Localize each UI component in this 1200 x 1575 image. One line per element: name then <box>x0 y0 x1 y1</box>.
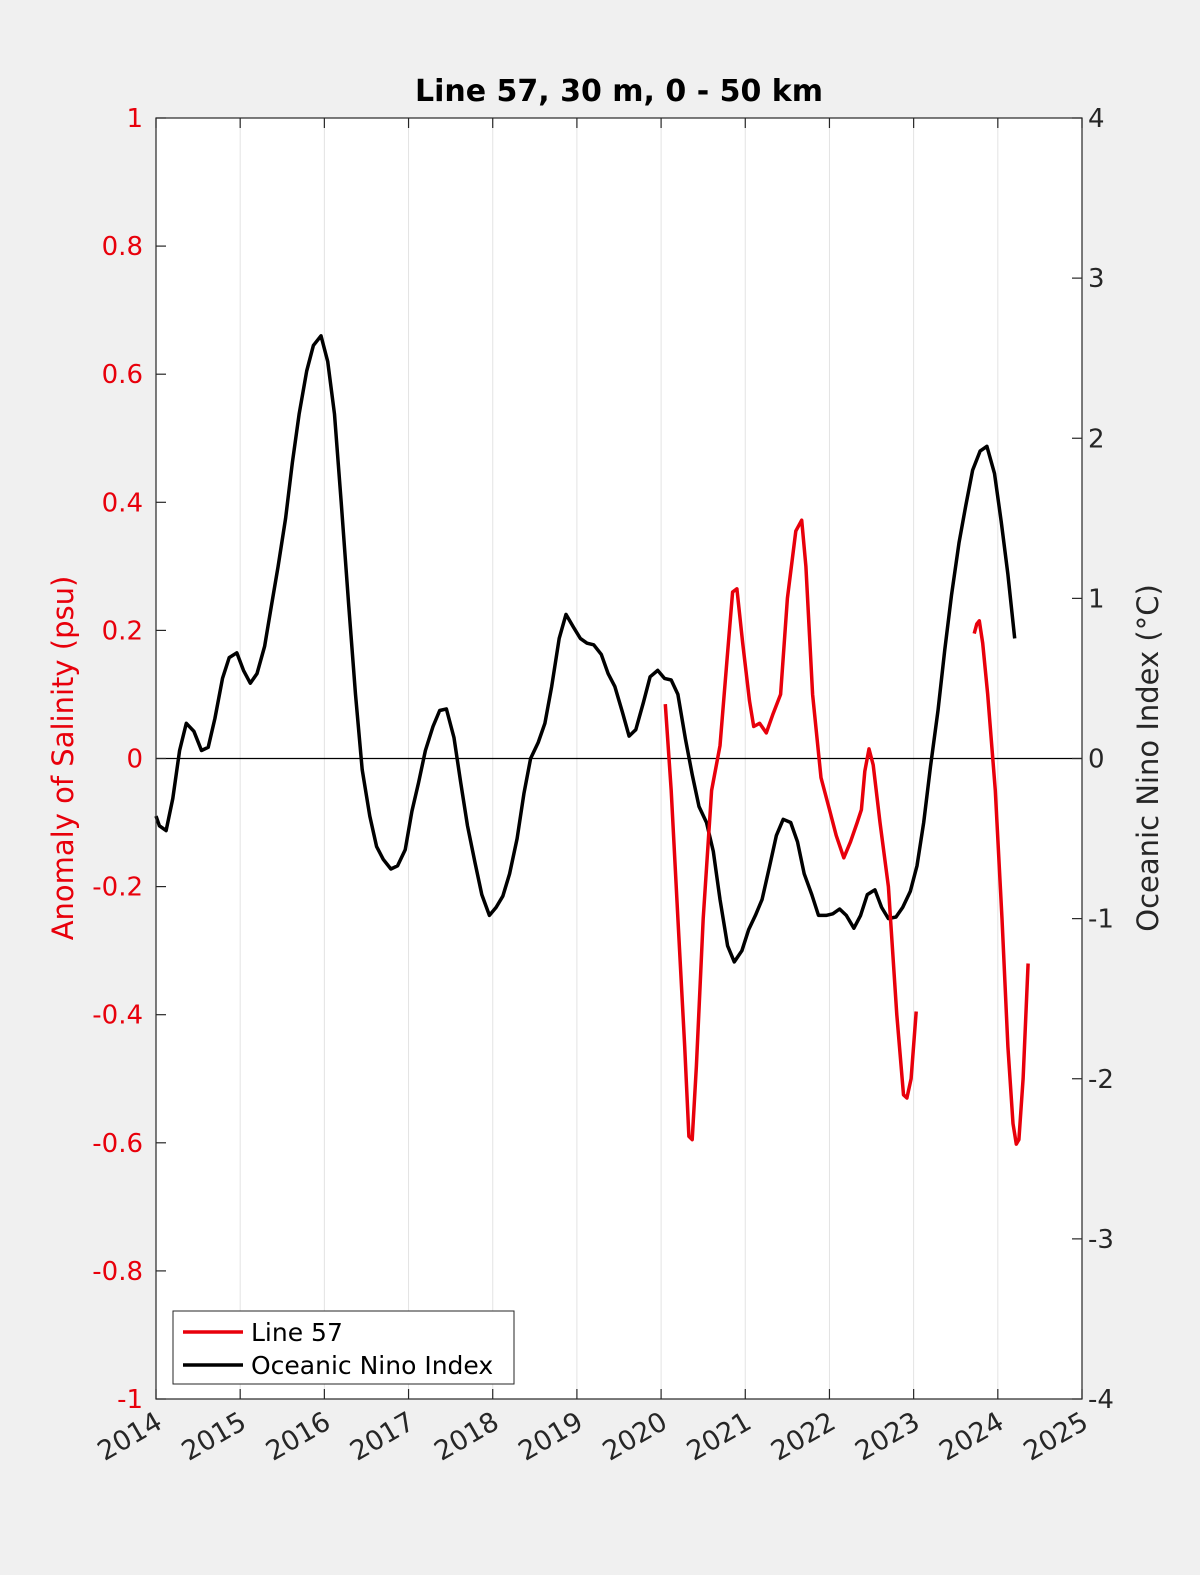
y-tick-label-right: 2 <box>1088 424 1105 454</box>
y-tick-label-right: 4 <box>1088 104 1105 134</box>
y-tick-label-right: 0 <box>1088 745 1105 775</box>
y-tick-label-left: 0.8 <box>102 232 143 262</box>
legend-label-line57: Line 57 <box>251 1318 343 1347</box>
series-line-oceanic-nino-index <box>154 334 1017 964</box>
y-tick-label-left: -0.8 <box>92 1257 143 1287</box>
y-tick-label-right: -4 <box>1088 1385 1114 1415</box>
y-tick-label-left: 0.2 <box>102 616 143 646</box>
y-tick-label-left: -0.4 <box>92 1001 143 1031</box>
chart-title: Line 57, 30 m, 0 - 50 km <box>415 74 823 109</box>
y-axis-label-right: Oceanic Nino Index (°C) <box>1131 584 1165 932</box>
series-line-line-57-segment-1 <box>663 518 918 1142</box>
series-layer <box>154 334 1030 1146</box>
y-tick-label-left: 0.6 <box>102 360 143 390</box>
y-tick-label-right: 1 <box>1088 584 1105 614</box>
legend: Line 57 Oceanic Nino Index <box>172 1310 515 1385</box>
y-tick-label-right: -2 <box>1088 1065 1114 1095</box>
y-axis-label-left: Anomaly of Salinity (psu) <box>46 576 80 941</box>
y-tick-label-left: -0.6 <box>92 1129 143 1159</box>
legend-box <box>172 1310 515 1385</box>
legend-label-oni: Oceanic Nino Index <box>251 1351 493 1380</box>
y-tick-label-right: 3 <box>1088 264 1105 294</box>
y-tick-label-left: 0.4 <box>102 488 143 518</box>
y-tick-label-right: -3 <box>1088 1225 1114 1255</box>
y-tick-label-right: -1 <box>1088 905 1114 935</box>
y-tick-label-left: -0.2 <box>92 873 143 903</box>
series-line-line-57-segment-2 <box>972 619 1030 1146</box>
y-tick-label-left: -1 <box>117 1385 143 1415</box>
y-tick-label-left: 0 <box>126 745 143 775</box>
y-tick-label-left: 1 <box>126 104 143 134</box>
